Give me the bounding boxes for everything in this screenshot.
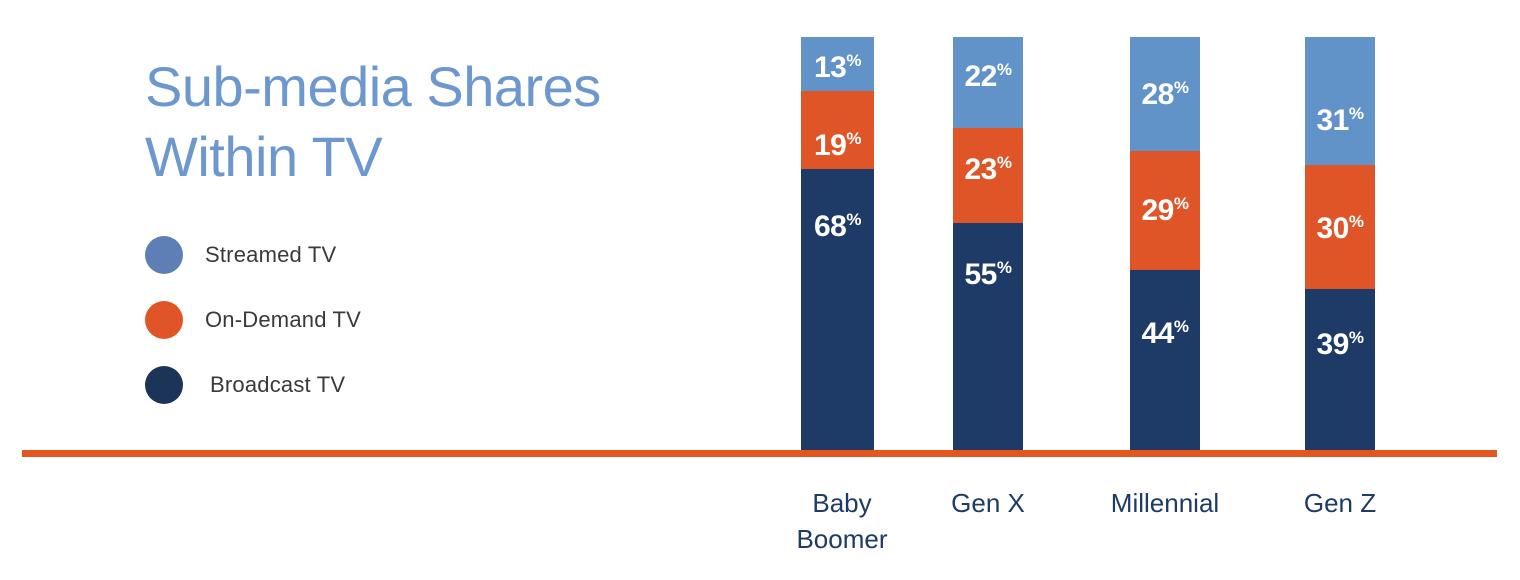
percent-sign: % (1173, 317, 1189, 337)
bar-segment-gen-z-broadcast[interactable]: 39% (1305, 288, 1375, 450)
x-axis-label-baby-boomer: Baby Boomer (796, 488, 888, 554)
bar-value-baby-boomer-streamed: 13% (814, 50, 861, 84)
bar-value-gen-z-streamed: 31% (1316, 104, 1364, 137)
legend-label-broadcast-tv: Broadcast TV (210, 371, 346, 397)
legend-swatch-streamed-tv-icon (145, 235, 183, 274)
bar-value-gen-x-broadcast: 55% (964, 257, 1012, 291)
bar-segment-gen-x-streamed[interactable]: 22% (953, 37, 1023, 128)
percent-sign: % (1348, 327, 1364, 347)
percent-sign: % (846, 50, 861, 70)
legend-item-streamed-tv[interactable]: Streamed TV (145, 222, 745, 287)
bar-group-gen-z: 31% 30% 39% (1305, 37, 1375, 450)
bar-value-gen-z-broadcast: 39% (1316, 327, 1364, 361)
bar-segment-gen-z-streamed[interactable]: 31% (1305, 37, 1375, 166)
bar-segment-baby-boomer-on-demand[interactable]: 19% (801, 90, 874, 170)
bar-value-gen-x-streamed: 22% (964, 60, 1012, 93)
percent-sign: % (996, 257, 1012, 277)
bar-group-baby-boomer: 13% 19% 68% (801, 37, 874, 450)
bar-value-gen-z-on-demand: 30% (1316, 212, 1364, 246)
bar-value-millennial-broadcast: 44% (1141, 317, 1189, 351)
bar-value-gen-x-on-demand: 23% (964, 152, 1012, 186)
percent-sign: % (1173, 194, 1189, 214)
bar-value-baby-boomer-broadcast: 68% (814, 210, 861, 244)
legend-swatch-on-demand-tv-icon (145, 300, 183, 339)
bar-group-gen-x: 22% 23% 55% (953, 37, 1023, 450)
legend-item-broadcast-tv[interactable]: Broadcast TV (145, 352, 745, 417)
bar-value-millennial-streamed: 28% (1141, 78, 1189, 111)
bar-segment-millennial-on-demand[interactable]: 29% (1130, 151, 1200, 271)
percent-sign: % (1348, 212, 1364, 232)
x-axis-labels: Baby Boomer Gen X Millennial Gen Z (770, 485, 1430, 565)
bar-segment-gen-x-broadcast[interactable]: 55% (953, 222, 1023, 450)
percent-sign: % (996, 152, 1012, 172)
x-axis-label-gen-x: Gen X (951, 488, 1025, 518)
x-axis-label-gen-z: Gen Z (1303, 488, 1377, 518)
bar-segment-millennial-streamed[interactable]: 28% (1130, 37, 1200, 152)
bar-segment-millennial-broadcast[interactable]: 44% (1130, 270, 1200, 450)
legend-label-streamed-tv: Streamed TV (205, 241, 337, 267)
percent-sign: % (1173, 78, 1189, 97)
chart-legend: Streamed TV On-Demand TV Broadcast TV (145, 222, 745, 417)
legend-item-on-demand-tv[interactable]: On-Demand TV (145, 287, 745, 352)
legend-label-on-demand-tv: On-Demand TV (205, 306, 362, 332)
chart-header-panel: Sub-media Shares Within TV Streamed TV O… (145, 52, 745, 417)
bar-value-baby-boomer-on-demand: 19% (814, 129, 861, 163)
legend-swatch-broadcast-tv-icon (145, 365, 183, 404)
bar-segment-baby-boomer-broadcast[interactable]: 68% (801, 169, 874, 450)
x-axis-label-millennial: Millennial (1110, 488, 1220, 518)
plot-area: 13% 19% 68% 22% 23% 55% 28% (770, 37, 1430, 450)
percent-sign: % (1348, 104, 1364, 123)
bar-group-millennial: 28% 29% 44% (1130, 37, 1200, 450)
baseline-rule (22, 450, 1497, 457)
bar-segment-gen-x-on-demand[interactable]: 23% (953, 127, 1023, 223)
bar-segment-baby-boomer-streamed[interactable]: 13% (801, 37, 874, 91)
bar-value-millennial-on-demand: 29% (1141, 194, 1189, 228)
percent-sign: % (996, 60, 1012, 79)
chart-title: Sub-media Shares Within TV (145, 55, 601, 188)
percent-sign: % (846, 129, 861, 149)
percent-sign: % (846, 210, 861, 230)
bar-segment-gen-z-on-demand[interactable]: 30% (1305, 165, 1375, 289)
